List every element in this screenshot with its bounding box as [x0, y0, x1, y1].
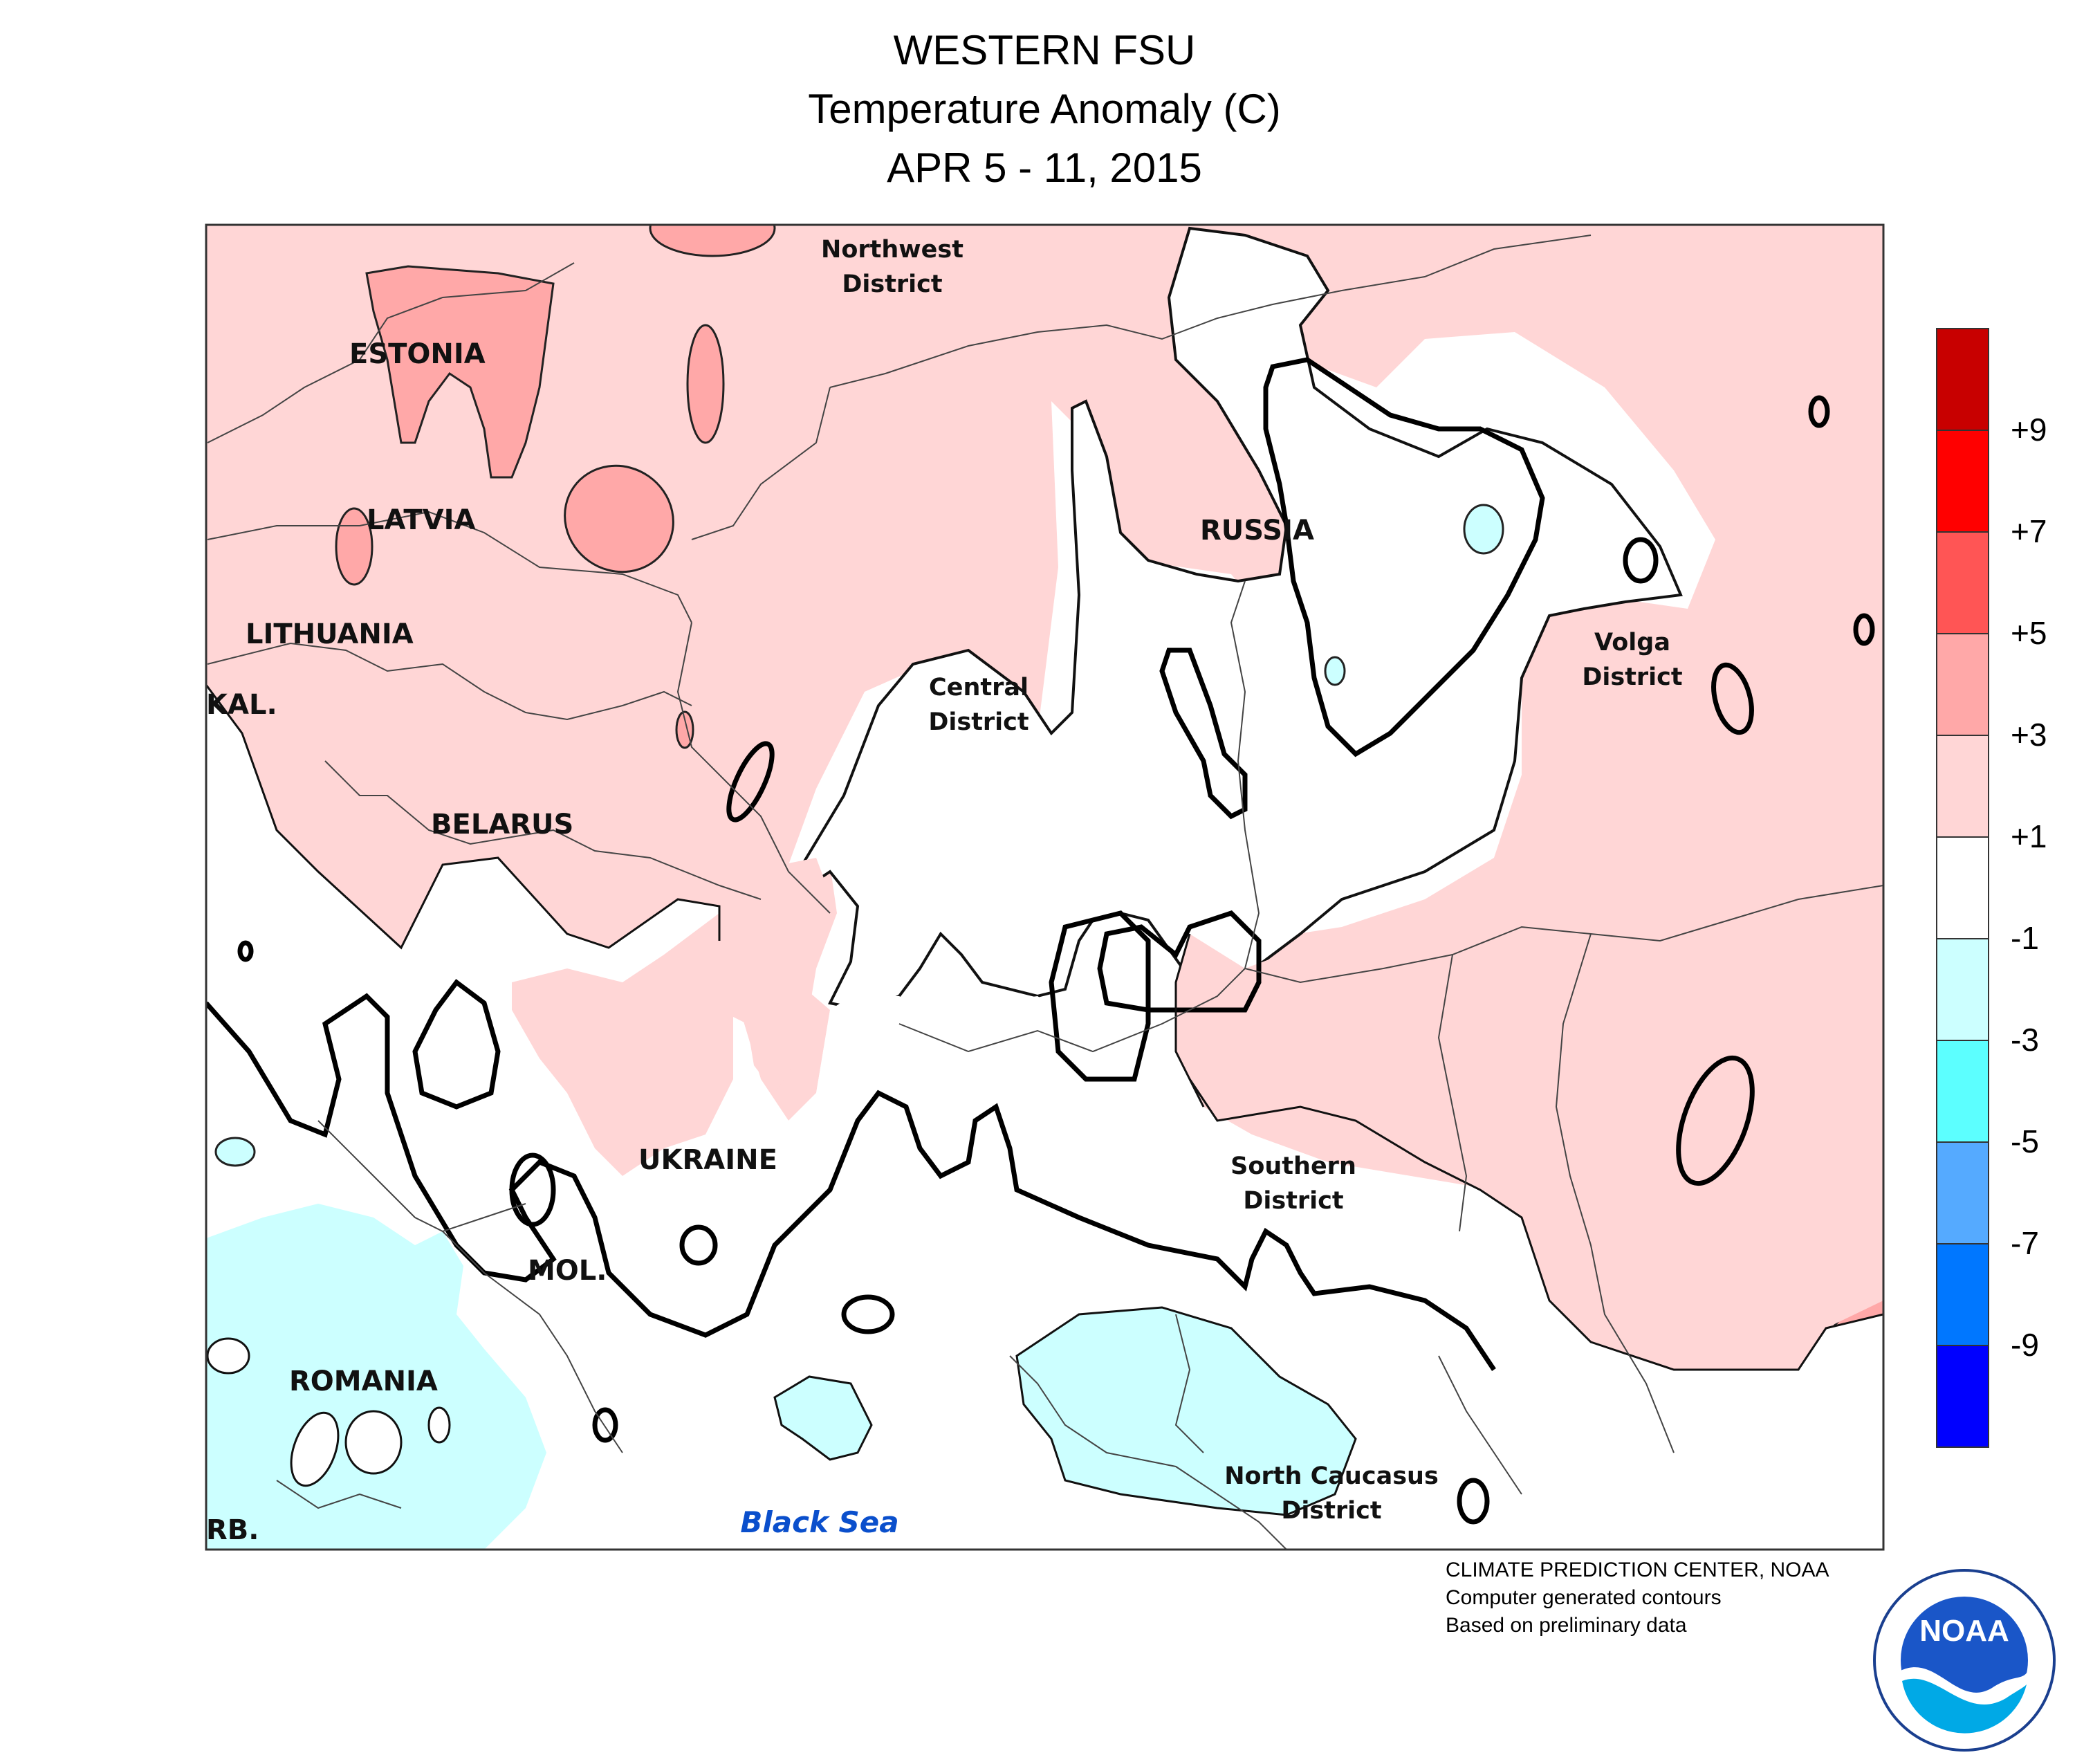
legend-tick-label: +1 — [2011, 818, 2047, 854]
legend-tick-label: +7 — [2011, 513, 2047, 549]
label-moldova: MOL. — [528, 1255, 607, 1287]
credits: CLIMATE PREDICTION CENTER, NOAA Computer… — [1446, 1556, 1829, 1639]
cool-patch-central — [1324, 656, 1346, 686]
label-volga-1: Volga — [1594, 629, 1670, 656]
borders — [207, 235, 1883, 1550]
cool-region-caucasus — [1015, 1306, 1357, 1516]
warm-patch-latvia — [335, 507, 374, 586]
label-kaliningrad: KAL. — [206, 689, 277, 721]
label-southern-2: District — [1243, 1187, 1343, 1215]
legend-tick-label: +3 — [2011, 717, 2047, 753]
map-contours — [206, 225, 1883, 1550]
label-northwest-2: District — [842, 270, 942, 298]
label-southern-1: Southern — [1230, 1152, 1356, 1180]
legend-swatch — [1936, 1040, 1989, 1143]
neutral-blob-romania-3 — [206, 1337, 250, 1375]
zero-anomaly-contours — [206, 357, 1875, 1525]
legend-swatch — [1936, 735, 1989, 838]
label-central-2: District — [928, 708, 1029, 736]
cool-region-crimea — [773, 1375, 873, 1461]
credit-method: Computer generated contours — [1446, 1586, 1722, 1609]
legend-tick-label: -1 — [2011, 920, 2039, 956]
warm-patch-top — [649, 225, 776, 257]
label-volga-2: District — [1582, 663, 1682, 691]
label-russia: RUSSIA — [1200, 515, 1314, 546]
label-northwest-1: Northwest — [821, 236, 963, 264]
label-latvia: LATVIA — [367, 504, 475, 536]
noaa-logo-text: NOAA — [1919, 1614, 2009, 1648]
warm-patch-estonia — [365, 265, 555, 479]
neutral-blob-romania-4 — [427, 1406, 451, 1444]
warm-patch-pskov — [564, 464, 674, 573]
legend-tick-label: -9 — [2011, 1327, 2039, 1363]
map-border — [205, 223, 1885, 1551]
cool-patch-volga — [1463, 504, 1504, 555]
legend-colorbar: +9 +7 +5 +3 +1 -1 -3 -5 -7 -9 — [1936, 328, 2047, 1448]
label-ncaucasus-2: District — [1281, 1497, 1381, 1525]
map-title: WESTERN FSU Temperature Anomaly (C) APR … — [0, 21, 2075, 197]
credit-agency: CLIMATE PREDICTION CENTER, NOAA — [1446, 1559, 1829, 1581]
legend-swatch — [1936, 633, 1989, 736]
label-estonia: ESTONIA — [349, 338, 486, 370]
legend-swatch — [1936, 328, 1989, 431]
legend-tick-label: -3 — [2011, 1022, 2039, 1058]
label-central-1: Central — [929, 674, 1029, 701]
title-region: WESTERN FSU — [893, 27, 1196, 73]
title-variable: Temperature Anomaly (C) — [808, 86, 1281, 132]
legend-tick-label: -7 — [2011, 1225, 2039, 1261]
label-serbia: RB. — [206, 1514, 259, 1546]
credit-note: Based on preliminary data — [1446, 1614, 1687, 1637]
title-dates: APR 5 - 11, 2015 — [887, 145, 1202, 191]
label-romania: ROMANIA — [289, 1366, 438, 1397]
warm-patch-northwest — [686, 324, 725, 444]
neutral-region-south — [206, 685, 1883, 1550]
noaa-logo: NOAA — [1873, 1569, 2056, 1752]
legend-tick-label: +9 — [2011, 412, 2047, 448]
label-black-sea: Black Sea — [740, 1505, 898, 1539]
legend-swatch — [1936, 1345, 1989, 1448]
legend-swatch — [1936, 938, 1989, 1041]
legend-swatch — [1936, 1141, 1989, 1244]
neutral-blob-romania-2 — [344, 1410, 403, 1475]
legend-tick-label: +5 — [2011, 615, 2047, 651]
warm-region-ukraine — [512, 858, 837, 1176]
cool-patch-serbia — [214, 1137, 256, 1167]
label-ncaucasus-1: North Caucasus — [1224, 1462, 1439, 1490]
legend-swatch — [1936, 1243, 1989, 1346]
label-lithuania: LITHUANIA — [246, 618, 414, 650]
warm-region-southern — [1176, 899, 1883, 1328]
label-ukraine: UKRAINE — [638, 1144, 777, 1176]
legend-swatch — [1936, 430, 1989, 533]
legend-swatch — [1936, 836, 1989, 939]
legend-swatch — [1936, 531, 1989, 634]
neutral-region-central — [800, 226, 1683, 1012]
legend-tick-label: -5 — [2011, 1123, 2039, 1159]
neutral-blob-romania-1 — [290, 1411, 340, 1487]
label-belarus: BELARUS — [431, 809, 573, 840]
